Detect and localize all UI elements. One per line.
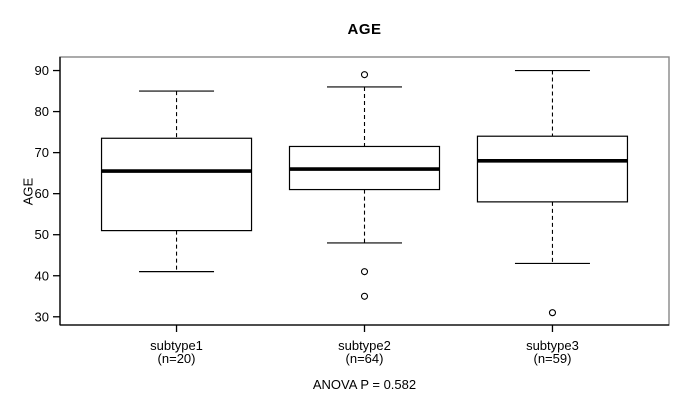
iqr-box [476, 135, 629, 203]
x-category-label: subtype3 [526, 338, 579, 353]
y-tick-label: 80 [35, 104, 49, 119]
y-tick-label: 40 [35, 268, 49, 283]
outlier-point [360, 71, 369, 79]
x-category-count-label: (n=20) [158, 351, 196, 366]
outlier-point [548, 309, 557, 317]
chart-title: AGE [347, 21, 382, 38]
x-category-count-label: (n=64) [346, 351, 384, 366]
y-tick-label: 70 [35, 145, 49, 160]
outlier-point [360, 268, 369, 276]
y-tick-label: 50 [35, 227, 49, 242]
x-category-label: subtype2 [338, 338, 391, 353]
outlier-point [360, 292, 369, 300]
y-tick-label: 30 [35, 309, 49, 324]
anova-annotation: ANOVA P = 0.582 [312, 377, 417, 392]
x-category-count-label: (n=59) [533, 351, 571, 366]
iqr-box [100, 137, 253, 232]
y-tick-label: 60 [35, 186, 49, 201]
x-category-label: subtype1 [150, 338, 203, 353]
y-tick-label: 90 [35, 63, 49, 78]
